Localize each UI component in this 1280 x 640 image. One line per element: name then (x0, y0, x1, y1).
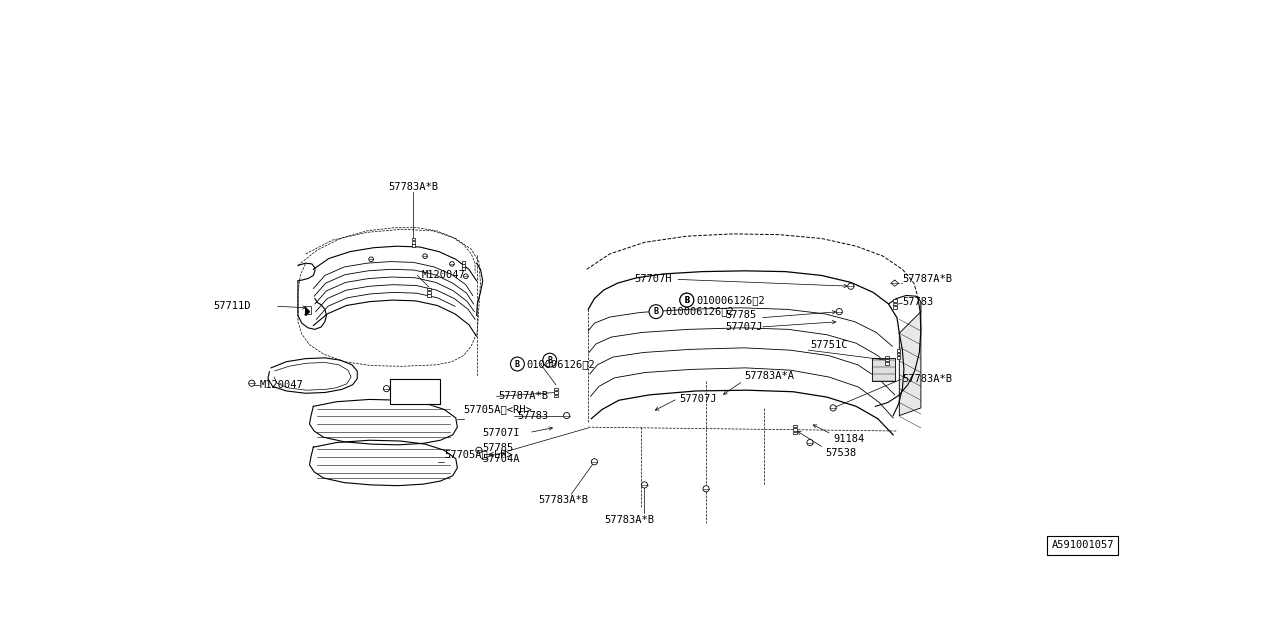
Polygon shape (306, 308, 310, 316)
Text: 57705A　<RH>: 57705A <RH> (463, 404, 532, 415)
Circle shape (680, 293, 694, 307)
Text: 91184: 91184 (833, 434, 864, 444)
Text: 57783: 57783 (517, 411, 549, 420)
Circle shape (449, 262, 454, 266)
Bar (792, 428, 796, 431)
Text: 57704A: 57704A (483, 454, 520, 464)
Text: 57787A*B: 57787A*B (498, 391, 548, 401)
Bar (896, 349, 900, 352)
Text: B: B (515, 360, 520, 369)
Bar (884, 356, 888, 358)
Circle shape (563, 413, 570, 419)
Text: 57783A*B: 57783A*B (604, 515, 654, 525)
Text: 57783: 57783 (902, 296, 933, 307)
Bar (892, 303, 896, 305)
Circle shape (369, 257, 374, 262)
Text: 57783A*B: 57783A*B (539, 495, 589, 506)
Bar (554, 391, 558, 394)
Text: A591001057: A591001057 (1052, 540, 1114, 550)
Bar (892, 307, 896, 308)
Text: 57705A　<LH>: 57705A <LH> (444, 449, 513, 459)
Circle shape (463, 274, 468, 278)
Circle shape (248, 380, 255, 387)
Circle shape (511, 357, 525, 371)
Text: 57785: 57785 (726, 310, 756, 321)
Text: 010006126（2: 010006126（2 (696, 295, 764, 305)
Bar (554, 388, 558, 390)
Circle shape (649, 305, 663, 319)
Text: M120047: M120047 (260, 380, 303, 390)
Text: 57783A*B: 57783A*B (902, 374, 952, 385)
Text: 57707H: 57707H (634, 275, 672, 284)
Text: M120047: M120047 (421, 271, 465, 280)
Text: 57707J: 57707J (726, 322, 763, 332)
Bar (896, 353, 900, 355)
Circle shape (680, 293, 694, 307)
Circle shape (829, 405, 836, 411)
Polygon shape (390, 379, 440, 404)
Polygon shape (872, 358, 895, 381)
Circle shape (806, 440, 813, 445)
Bar (412, 244, 416, 246)
Bar (892, 300, 896, 301)
Circle shape (476, 447, 483, 453)
Text: B: B (548, 356, 552, 365)
Bar (428, 291, 431, 294)
Bar (554, 395, 558, 397)
Circle shape (703, 486, 709, 492)
Bar (462, 261, 466, 264)
Circle shape (836, 308, 842, 315)
Circle shape (641, 482, 648, 488)
Bar (896, 356, 900, 358)
Text: 57538: 57538 (826, 447, 856, 458)
Text: 010006126（2: 010006126（2 (526, 359, 595, 369)
Circle shape (591, 459, 598, 465)
Bar (412, 238, 416, 241)
Bar (884, 362, 888, 365)
Circle shape (422, 254, 428, 259)
Bar (462, 268, 466, 269)
Text: 57785: 57785 (483, 443, 515, 453)
Circle shape (384, 385, 389, 392)
Text: 57707I: 57707I (483, 428, 520, 438)
Text: 57783A*B: 57783A*B (388, 182, 439, 192)
Bar (462, 264, 466, 267)
Text: 57783A*A: 57783A*A (745, 371, 795, 381)
Text: B: B (685, 296, 690, 305)
Circle shape (847, 283, 854, 289)
Text: B: B (654, 307, 658, 316)
Text: 57707J: 57707J (680, 394, 717, 404)
Bar (412, 241, 416, 243)
Text: 57751C: 57751C (810, 340, 847, 349)
Bar (428, 288, 431, 291)
Bar (884, 359, 888, 362)
Circle shape (543, 353, 557, 367)
Polygon shape (900, 312, 920, 415)
Text: 57787A*B: 57787A*B (902, 273, 952, 284)
Polygon shape (891, 280, 899, 286)
Text: 57711D: 57711D (214, 301, 251, 311)
Text: B: B (685, 296, 690, 305)
Bar (792, 425, 796, 427)
Bar (792, 432, 796, 434)
Polygon shape (305, 307, 311, 314)
Bar (428, 294, 431, 296)
Text: 010006126（2: 010006126（2 (666, 307, 733, 317)
